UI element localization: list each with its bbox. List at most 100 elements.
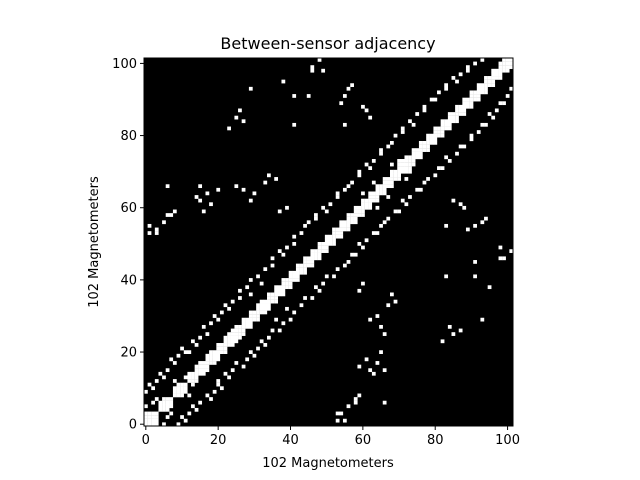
heatmap-cell: [353, 397, 358, 401]
heatmap-cell: [169, 404, 174, 409]
heatmap-cell: [390, 177, 394, 181]
heatmap-cell: [386, 303, 391, 308]
heatmap-cell: [198, 361, 203, 365]
heatmap-cell: [455, 119, 459, 124]
heatmap-cell: [509, 61, 514, 66]
heatmap-cell: [379, 191, 383, 196]
heatmap-cell: [198, 198, 203, 203]
heatmap-cell: [390, 292, 394, 297]
heatmap-cell: [357, 364, 362, 369]
heatmap-cell: [270, 296, 275, 300]
heatmap-cell: [288, 274, 293, 279]
heatmap-cell: [393, 169, 398, 174]
heatmap-cell: [263, 299, 268, 304]
heatmap-cell: [306, 94, 311, 98]
heatmap-cell: [422, 148, 427, 152]
heatmap-cell: [230, 299, 235, 304]
heatmap-cell: [502, 58, 506, 62]
heatmap-cell: [154, 411, 159, 416]
heatmap-cell: [144, 404, 148, 409]
heatmap-cell: [234, 115, 239, 120]
heatmap-cell: [491, 76, 496, 80]
heatmap-cell: [201, 364, 206, 369]
heatmap-cell: [223, 346, 228, 351]
heatmap-cell: [415, 148, 420, 152]
heatmap-cell: [187, 375, 192, 380]
heatmap-cell: [259, 303, 264, 308]
heatmap-cell: [198, 368, 203, 373]
heatmap-cell: [238, 332, 242, 336]
heatmap-cell: [342, 94, 347, 98]
heatmap-cell: [187, 379, 192, 383]
heatmap-cell: [187, 350, 192, 354]
heatmap-cell: [411, 159, 416, 163]
heatmap-cell: [375, 205, 380, 210]
heatmap-cell: [382, 191, 387, 196]
heatmap-cell: [183, 418, 188, 423]
heatmap-cell: [219, 350, 224, 354]
x-tick-label: 0: [142, 433, 150, 448]
heatmap-cell: [505, 94, 510, 98]
heatmap-cell: [364, 238, 369, 243]
heatmap-cell: [491, 72, 496, 77]
heatmap-cell: [314, 256, 318, 261]
heatmap-cell: [368, 115, 373, 120]
heatmap-cell: [397, 209, 402, 214]
heatmap-cell: [165, 368, 170, 373]
heatmap-cell: [509, 58, 514, 62]
heatmap-cell: [238, 288, 242, 293]
heatmap-cell: [194, 375, 199, 380]
heatmap-cell: [411, 148, 416, 152]
heatmap-cell: [473, 90, 477, 95]
heatmap-cell: [198, 364, 203, 369]
heatmap-cell: [241, 317, 246, 322]
heatmap-cell: [371, 231, 376, 235]
heatmap-cell: [292, 310, 297, 315]
x-tick-label: 40: [282, 433, 299, 448]
heatmap-cell: [172, 361, 177, 365]
heatmap-cell: [321, 68, 326, 73]
heatmap-cell: [397, 159, 402, 163]
heatmap-cell: [165, 407, 170, 412]
heatmap-cell: [393, 133, 398, 138]
heatmap-cell: [458, 144, 463, 149]
x-axis-ticks: 0 20 40 60 80 100: [142, 426, 520, 448]
heatmap-cell: [404, 155, 409, 160]
heatmap-cell: [154, 231, 159, 235]
heatmap-cell: [502, 256, 506, 261]
heatmap-cell: [317, 242, 322, 246]
heatmap-cell: [364, 162, 369, 167]
heatmap-cell: [209, 397, 213, 401]
heatmap-cell: [390, 162, 394, 167]
heatmap-cell: [288, 278, 293, 282]
heatmap-cell: [267, 292, 271, 297]
heatmap-cell: [205, 393, 210, 398]
heatmap-cell: [180, 393, 184, 398]
heatmap-cell: [335, 234, 340, 239]
heatmap-cell: [223, 303, 228, 308]
heatmap-cell: [248, 317, 253, 322]
heatmap-cell: [238, 296, 242, 300]
heatmap-cell: [172, 209, 177, 214]
heatmap-cell: [426, 137, 430, 142]
heatmap-cell: [455, 79, 459, 84]
heatmap-cell: [353, 213, 358, 217]
heatmap-cell: [458, 104, 463, 109]
heatmap-cell: [480, 58, 485, 62]
heatmap-cell: [277, 328, 282, 333]
heatmap-cell: [440, 339, 445, 344]
heatmap-cell: [361, 213, 365, 217]
heatmap-cell: [509, 65, 514, 69]
heatmap-cell: [310, 249, 315, 253]
x-tick-label: 60: [355, 433, 372, 448]
heatmap-cell: [335, 227, 340, 232]
heatmap-cell: [151, 400, 156, 405]
heatmap-cell: [314, 252, 318, 257]
heatmap-cell: [357, 173, 362, 178]
heatmap-cell: [386, 184, 391, 189]
heatmap-cell: [404, 177, 409, 181]
heatmap-cell: [317, 252, 322, 257]
heatmap-cell: [440, 122, 445, 127]
heatmap-cell: [339, 223, 344, 228]
heatmap-cell: [321, 205, 326, 210]
